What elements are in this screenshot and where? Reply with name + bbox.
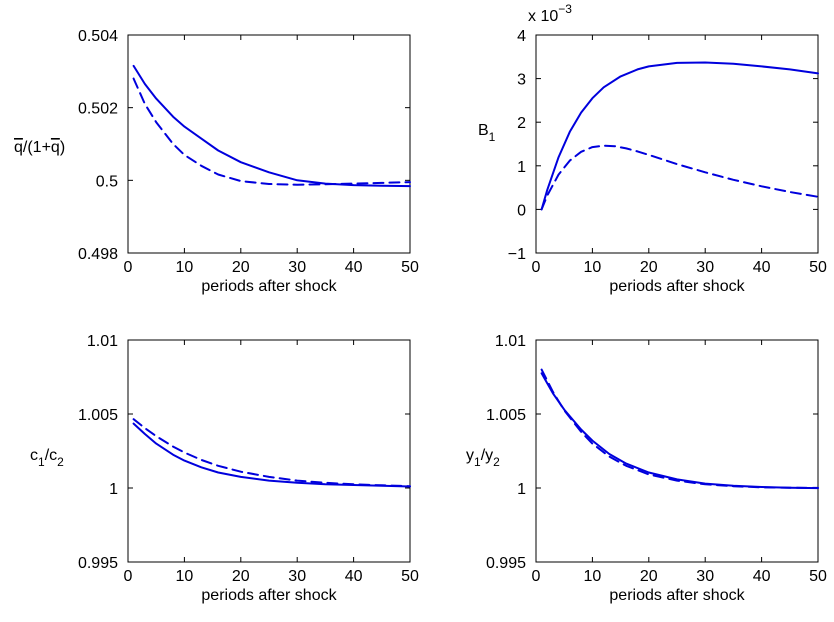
- x-tick-label: 40: [345, 568, 363, 585]
- axes-box: [535, 34, 819, 254]
- y-tick-label: 0: [517, 202, 526, 219]
- y-tick-label: 1: [517, 481, 526, 498]
- x-tick-label: 10: [584, 259, 602, 276]
- y-tick-label: −1: [508, 246, 526, 263]
- x-tick-label: 40: [753, 568, 771, 585]
- y-exponent-label: x 10−3: [528, 2, 572, 25]
- y-tick-label: 1.005: [78, 407, 118, 424]
- y-axis-label: y1/y2: [466, 447, 500, 469]
- y-tick-label: 1.01: [495, 333, 526, 350]
- x-tick-label: 20: [640, 259, 658, 276]
- x-tick-label: 50: [401, 568, 419, 585]
- y-tick-label: 0.5: [96, 173, 118, 190]
- y-tick-label: 4: [517, 28, 526, 45]
- series-line-dashed: [540, 368, 819, 489]
- x-tick-label: 10: [584, 568, 602, 585]
- panel-bottom-right: 0 10 20 30 40 50 0.995 1 1.005 1.01 periods after …: [466, 333, 827, 604]
- series-line-dashed: [132, 418, 411, 488]
- x-tick-label: 10: [176, 568, 194, 585]
- y-axis-label: q/(1+q): [14, 139, 65, 156]
- y-tick-label: 0.995: [78, 555, 118, 572]
- x-axis-label: periods after shock: [201, 587, 337, 604]
- y-tick-label: 3: [517, 72, 526, 89]
- x-tick-label: 0: [532, 259, 541, 276]
- x-tick-label: 40: [345, 259, 363, 276]
- x-tick-label: 0: [532, 568, 541, 585]
- panel-bottom-left: 0 10 20 30 40 50 0.995 1 1.005 1.01 periods after …: [30, 333, 419, 604]
- panel-top-left: 0 10 20 30 40 50 0.498 0.5 0.502 0.504 periods aft…: [14, 28, 419, 295]
- y-tick-label: 1: [517, 159, 526, 176]
- x-tick-label: 20: [232, 259, 250, 276]
- axes-box: [535, 339, 819, 563]
- x-tick-label: 30: [288, 568, 306, 585]
- x-tick-label: 0: [124, 568, 133, 585]
- x-tick-label: 30: [696, 568, 714, 585]
- x-axis-label: periods after shock: [201, 278, 337, 295]
- panel-top-right: 0 10 20 30 40 50 −1 0 1 2 3 4 periods after shock B1 x…: [478, 2, 827, 295]
- x-tick-label: 30: [288, 259, 306, 276]
- y-axis-label: c1/c2: [30, 447, 64, 469]
- y-tick-label: 2: [517, 115, 526, 132]
- x-tick-label: 50: [401, 259, 419, 276]
- x-axis-label: periods after shock: [609, 278, 745, 295]
- series-line-solid: [132, 64, 411, 188]
- x-tick-label: 30: [696, 259, 714, 276]
- x-tick-label: 50: [809, 259, 827, 276]
- x-tick-label: 50: [809, 568, 827, 585]
- series-line-solid: [540, 61, 819, 211]
- x-tick-label: 0: [124, 259, 133, 276]
- y-tick-label: 1.01: [87, 333, 118, 350]
- y-tick-label: 1: [109, 481, 118, 498]
- axes-box: [127, 339, 411, 563]
- x-tick-label: 20: [640, 568, 658, 585]
- y-tick-label: 0.498: [78, 246, 118, 263]
- x-tick-label: 40: [753, 259, 771, 276]
- y-tick-label: 1.005: [486, 407, 526, 424]
- series-line-dashed: [540, 144, 819, 211]
- y-tick-label: 0.504: [78, 28, 118, 45]
- x-tick-label: 20: [232, 568, 250, 585]
- y-tick-label: 0.995: [486, 555, 526, 572]
- x-tick-label: 10: [176, 259, 194, 276]
- y-tick-label: 0.502: [78, 101, 118, 118]
- series-line-dashed: [132, 77, 411, 186]
- y-axis-label: B1: [478, 122, 496, 144]
- x-axis-label: periods after shock: [609, 587, 745, 604]
- axes-box: [127, 34, 411, 254]
